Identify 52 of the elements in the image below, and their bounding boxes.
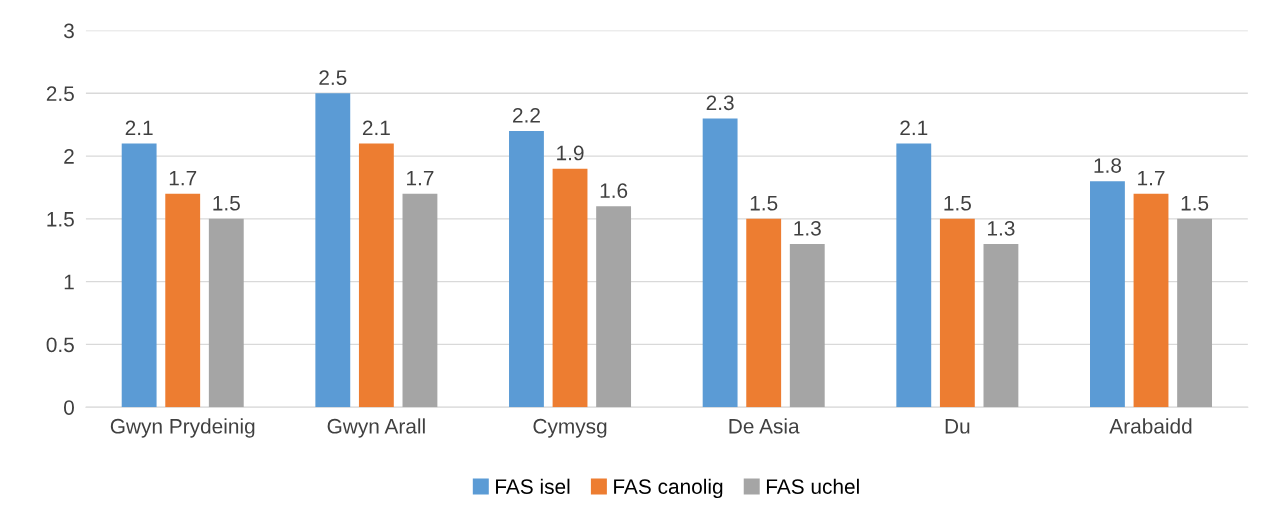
y-tick-label: 0.5 bbox=[46, 337, 74, 353]
x-tick-label: Gwyn Prydeinig bbox=[110, 418, 255, 438]
bar bbox=[939, 218, 975, 408]
x-tick-label: Cymysg bbox=[533, 418, 607, 438]
x-tick-label: Du bbox=[945, 419, 970, 434]
bar bbox=[208, 218, 244, 408]
data-label: 1.5 bbox=[213, 196, 240, 211]
data-label: 2.5 bbox=[319, 70, 347, 86]
data-label: 2.1 bbox=[125, 120, 153, 136]
data-label: 1.3 bbox=[988, 220, 1015, 236]
bar bbox=[1090, 181, 1125, 408]
data-label: 1.7 bbox=[407, 170, 434, 186]
bar bbox=[983, 243, 1019, 408]
data-label: 2.1 bbox=[362, 120, 390, 136]
y-tick-label: 1 bbox=[64, 274, 74, 290]
bar bbox=[896, 143, 932, 408]
bar bbox=[402, 193, 438, 408]
y-tick-label: 3 bbox=[63, 23, 74, 39]
bar bbox=[165, 193, 201, 408]
y-tick-label: 2.5 bbox=[46, 86, 74, 102]
x-tick-label: De Asia bbox=[729, 418, 800, 434]
bar bbox=[315, 93, 351, 408]
y-tick-label: 2 bbox=[64, 149, 74, 164]
data-label: 1.5 bbox=[750, 196, 778, 211]
data-label: 2.1 bbox=[900, 120, 928, 136]
data-label: 1.5 bbox=[1181, 196, 1209, 211]
bar bbox=[596, 206, 632, 408]
bar bbox=[702, 118, 738, 408]
data-label: 1.8 bbox=[1094, 158, 1122, 173]
data-label: 1.7 bbox=[169, 170, 197, 186]
bar bbox=[509, 130, 544, 408]
legend-label: FAS uchel bbox=[766, 478, 859, 494]
data-label: 1.6 bbox=[600, 183, 628, 199]
data-label: 2.2 bbox=[513, 107, 540, 123]
y-tick-label: 0 bbox=[64, 400, 74, 415]
bar bbox=[789, 243, 825, 408]
data-label: 1.7 bbox=[1138, 170, 1165, 186]
bar bbox=[552, 168, 588, 408]
bar bbox=[358, 143, 394, 408]
data-label: 1.5 bbox=[944, 196, 971, 211]
data-label: 1.9 bbox=[557, 145, 584, 161]
data-label: 2.3 bbox=[706, 95, 734, 111]
legend-label: FAS canolig bbox=[614, 478, 723, 499]
bar bbox=[121, 143, 157, 408]
x-tick-label: Gwyn Arall bbox=[327, 418, 425, 438]
legend-label: FAS isel bbox=[496, 478, 570, 494]
y-tick-label: 1.5 bbox=[47, 212, 74, 227]
bar bbox=[1133, 193, 1169, 408]
bar bbox=[1177, 218, 1213, 408]
x-tick-label: Arabaidd bbox=[1109, 418, 1192, 434]
bar bbox=[746, 218, 782, 408]
data-label: 1.3 bbox=[794, 220, 821, 236]
